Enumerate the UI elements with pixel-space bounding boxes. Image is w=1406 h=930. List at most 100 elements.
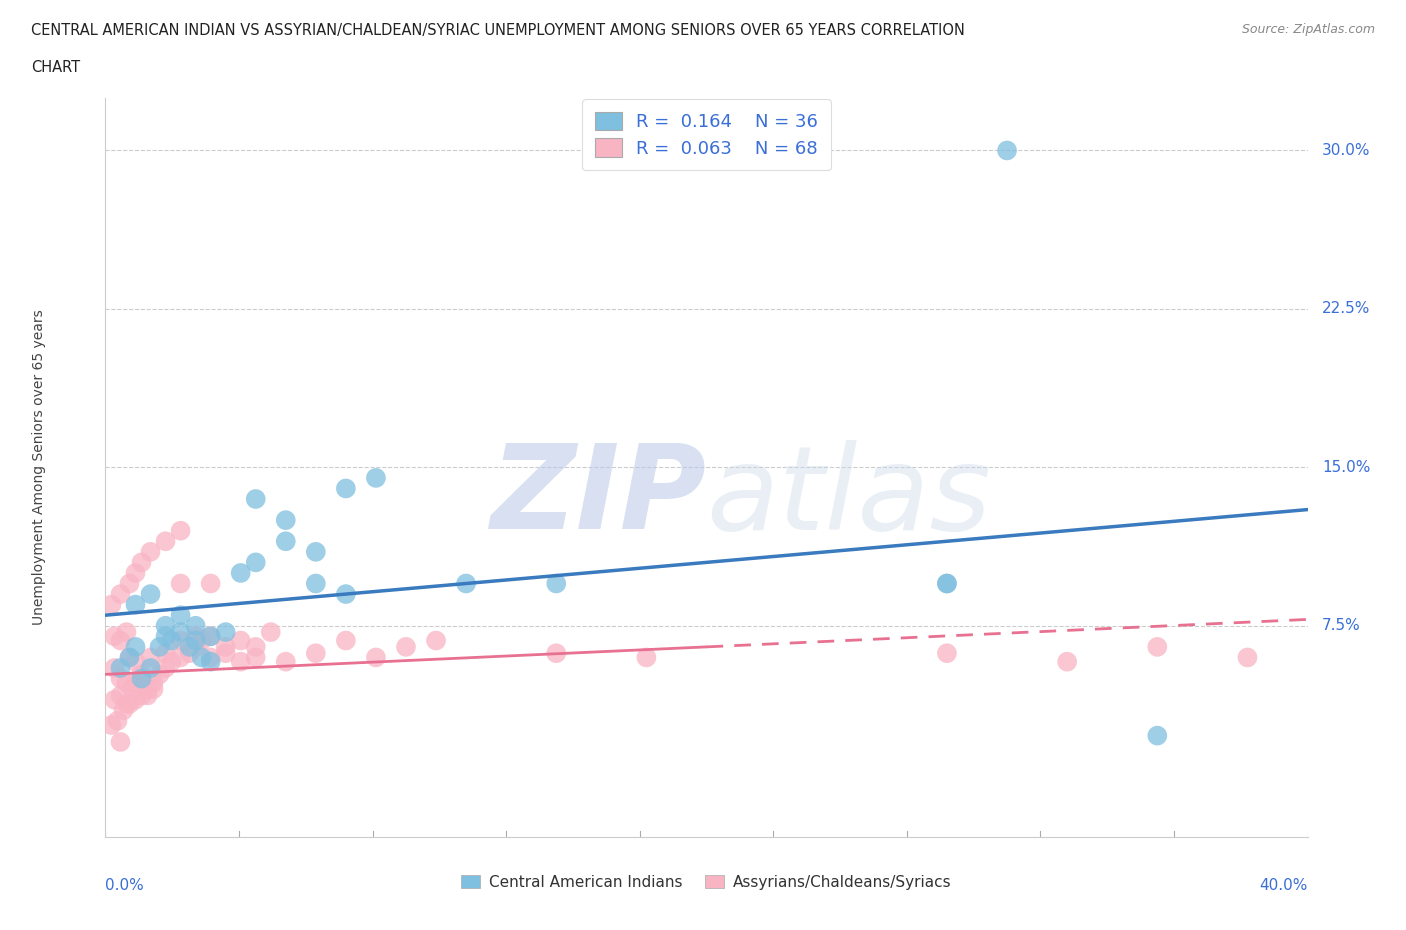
Text: ZIP: ZIP — [491, 439, 707, 554]
Point — [115, 625, 138, 640]
Point — [110, 633, 132, 648]
Point — [936, 576, 959, 591]
Point — [179, 645, 201, 660]
Text: 30.0%: 30.0% — [1322, 143, 1371, 158]
Point — [995, 143, 1018, 158]
Point — [364, 650, 387, 665]
Point — [136, 682, 159, 697]
Legend: Central American Indians, Assyrians/Chaldeans/Syriacs: Central American Indians, Assyrians/Chal… — [456, 869, 957, 896]
Point — [184, 618, 207, 633]
Point — [184, 640, 207, 655]
Point — [115, 675, 138, 690]
Point — [395, 640, 418, 655]
Point — [636, 650, 658, 665]
Point — [139, 587, 162, 602]
Point — [245, 555, 267, 570]
Point — [214, 640, 236, 655]
Point — [245, 650, 267, 665]
Point — [100, 718, 122, 733]
Point — [155, 629, 177, 644]
Text: 7.5%: 7.5% — [1322, 618, 1361, 633]
Point — [131, 671, 153, 686]
Point — [169, 524, 191, 538]
Point — [169, 625, 191, 640]
Point — [118, 576, 141, 591]
Point — [936, 645, 959, 660]
Text: 15.0%: 15.0% — [1322, 459, 1371, 475]
Point — [118, 697, 141, 711]
Point — [124, 597, 146, 612]
Point — [110, 735, 132, 750]
Point — [155, 534, 177, 549]
Point — [112, 703, 135, 718]
Point — [546, 645, 568, 660]
Point — [214, 625, 236, 640]
Point — [148, 640, 170, 655]
Text: Unemployment Among Seniors over 65 years: Unemployment Among Seniors over 65 years — [32, 310, 46, 625]
Point — [1056, 654, 1078, 669]
Point — [200, 629, 222, 644]
Point — [245, 492, 267, 507]
Point — [214, 645, 236, 660]
Point — [169, 633, 191, 648]
Point — [335, 633, 357, 648]
Point — [124, 692, 146, 707]
Point — [184, 633, 207, 648]
Point — [124, 675, 146, 690]
Point — [139, 650, 162, 665]
Point — [169, 576, 191, 591]
Point — [936, 576, 959, 591]
Text: atlas: atlas — [707, 440, 991, 554]
Point — [169, 650, 191, 665]
Text: CHART: CHART — [31, 60, 80, 75]
Text: 0.0%: 0.0% — [105, 878, 145, 893]
Point — [103, 629, 125, 644]
Point — [169, 608, 191, 623]
Point — [148, 667, 170, 682]
Point — [155, 660, 177, 675]
Point — [100, 597, 122, 612]
Point — [229, 633, 252, 648]
Point — [425, 633, 447, 648]
Point — [305, 576, 328, 591]
Point — [107, 713, 129, 728]
Point — [103, 660, 125, 675]
Point — [335, 481, 357, 496]
Point — [115, 697, 138, 711]
Point — [364, 471, 387, 485]
Point — [229, 565, 252, 580]
Point — [124, 565, 146, 580]
Point — [200, 650, 222, 665]
Point — [118, 650, 141, 665]
Point — [454, 576, 477, 591]
Text: Source: ZipAtlas.com: Source: ZipAtlas.com — [1241, 23, 1375, 36]
Point — [118, 650, 141, 665]
Point — [190, 633, 212, 648]
Point — [124, 654, 146, 669]
Point — [200, 629, 222, 644]
Point — [274, 654, 297, 669]
Point — [131, 555, 153, 570]
Point — [335, 587, 357, 602]
Text: 40.0%: 40.0% — [1260, 878, 1308, 893]
Point — [245, 640, 267, 655]
Point — [229, 654, 252, 669]
Point — [155, 618, 177, 633]
Point — [305, 544, 328, 559]
Point — [200, 576, 222, 591]
Point — [110, 660, 132, 675]
Point — [184, 629, 207, 644]
Point — [190, 650, 212, 665]
Point — [1146, 640, 1168, 655]
Text: 22.5%: 22.5% — [1322, 301, 1371, 316]
Point — [131, 688, 153, 703]
Point — [110, 688, 132, 703]
Point — [110, 587, 132, 602]
Point — [1146, 728, 1168, 743]
Point — [142, 675, 165, 690]
Point — [274, 512, 297, 527]
Point — [260, 625, 283, 640]
Point — [160, 654, 183, 669]
Point — [200, 654, 222, 669]
Point — [155, 645, 177, 660]
